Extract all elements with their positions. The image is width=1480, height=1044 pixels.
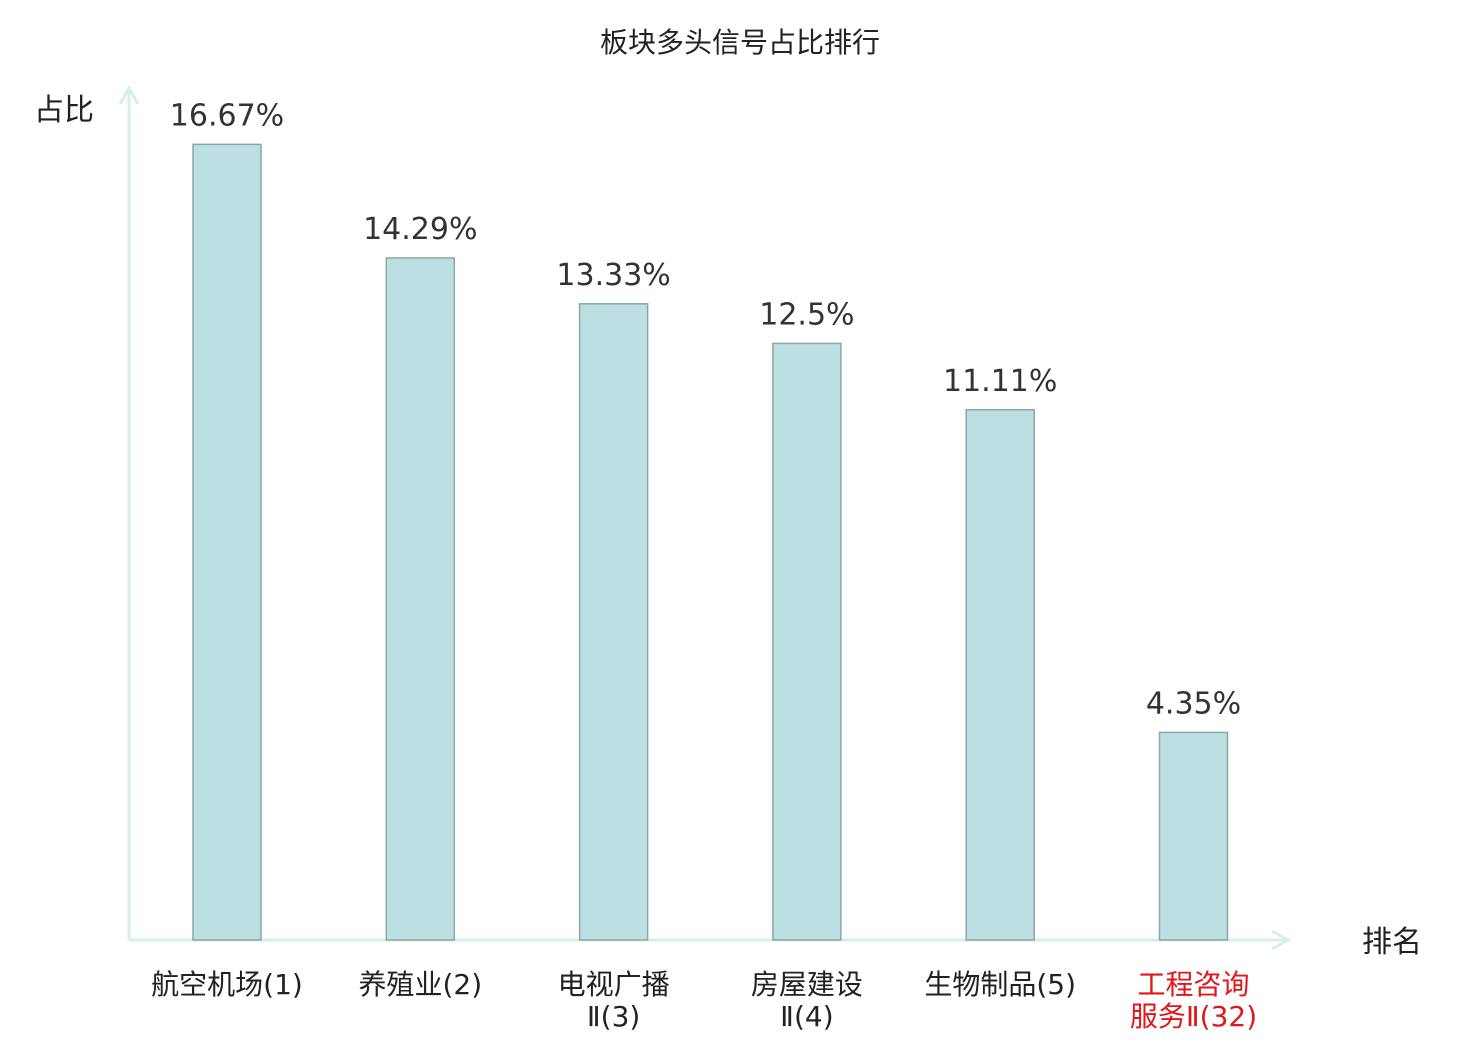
bars: [192, 143, 1229, 941]
value-label: 14.29%: [363, 212, 477, 247]
value-label: 13.33%: [556, 258, 670, 293]
x-axis-arrow: [1271, 929, 1292, 951]
bar: [1158, 731, 1229, 941]
category-label: 生物制品(5): [924, 968, 1076, 1001]
bar: [965, 409, 1035, 941]
bar: [192, 143, 262, 941]
category-label: 工程咨询: [1137, 968, 1249, 1001]
bar: [578, 303, 649, 941]
y-axis-label: 占比: [34, 93, 94, 128]
bar: [385, 257, 456, 941]
category-label: 航空机场(1): [151, 968, 303, 1001]
category-label: 服务Ⅱ(32): [1130, 1000, 1257, 1033]
bar: [772, 342, 842, 941]
category-label: 养殖业(2): [358, 968, 482, 1001]
x-axis-label: 排名: [1362, 925, 1422, 960]
value-label: 16.67%: [170, 98, 284, 133]
value-labels: 16.67% 14.29% 13.33% 12.5% 11.11% 4.35%: [170, 98, 1241, 721]
category-label: 房屋建设: [751, 968, 863, 1001]
value-label: 12.5%: [759, 297, 854, 332]
category-label: Ⅱ(4): [780, 1000, 833, 1033]
chart-title: 板块多头信号占比排行: [600, 26, 880, 59]
value-label: 11.11%: [943, 364, 1057, 399]
category-label: Ⅱ(3): [587, 1000, 640, 1033]
value-label: 4.35%: [1146, 686, 1241, 721]
category-label: 电视广播: [558, 968, 670, 1001]
y-axis-arrow: [118, 84, 140, 105]
axes: [118, 84, 1292, 951]
